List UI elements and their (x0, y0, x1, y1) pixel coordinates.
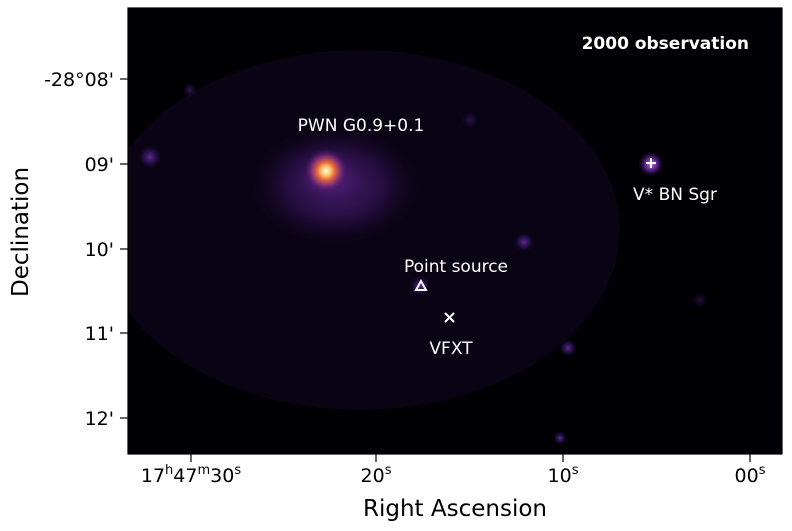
source-lower-right (559, 339, 577, 357)
source-left-edge (138, 145, 162, 169)
y-tick-label: 10' (85, 239, 114, 261)
source-faint-1 (182, 82, 198, 98)
x-tick-label: 17h47m30s (141, 463, 241, 487)
y-tick-label: 09' (85, 154, 114, 176)
y-axis-title: Declination (8, 167, 34, 297)
source-mid (514, 232, 534, 252)
source-bottom (553, 431, 567, 445)
pwn-core (304, 149, 348, 193)
x-tick-label: 00s (735, 463, 766, 487)
source-point-glow (410, 276, 430, 296)
y-tick-label: 12' (85, 408, 114, 430)
y-tick-label: 11' (85, 323, 114, 345)
x-axis-title: Right Ascension (363, 496, 547, 522)
source-label-pwn: PWN G0.9+0.1 (298, 116, 425, 136)
source-label-vfxt: VFXT (429, 339, 473, 359)
panel-title: 2000 observation (582, 34, 749, 54)
source-label-point: Point source (404, 257, 508, 277)
plus-marker-icon (646, 158, 656, 168)
cross-marker-icon (444, 312, 455, 323)
x-axis: 17h47m30s 20s 10s 00s (141, 454, 766, 487)
plot-frame (127, 7, 783, 455)
y-axis: -28°08' 09' 10' 11' 12' (44, 69, 128, 430)
source-label-bn-sgr: V* BN Sgr (633, 185, 717, 205)
y-tick-label: -28°08' (44, 69, 114, 91)
source-faint-3 (692, 292, 708, 308)
x-tick-label: 20s (361, 463, 392, 487)
source-faint-2 (461, 111, 479, 129)
emission-layer (128, 50, 708, 445)
x-tick-label: 10s (548, 463, 579, 487)
triangle-marker-icon (414, 278, 428, 291)
